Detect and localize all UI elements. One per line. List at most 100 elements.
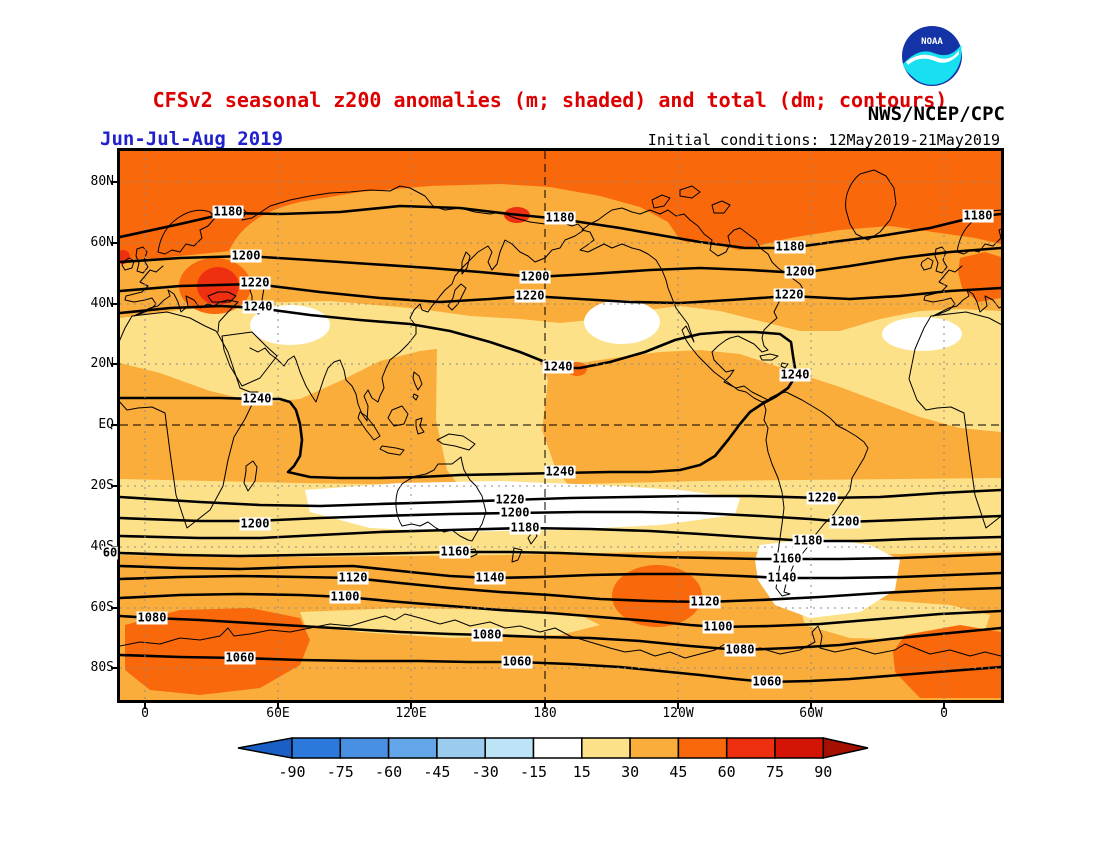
contour-1240-loop [120,304,797,480]
colorbar-tick-label: 15 [573,763,591,781]
contour-label: 1220 [494,492,526,507]
contour-1220-north [120,282,1001,305]
season-label: Jun-Jul-Aug 2019 [100,128,284,150]
coast-java [379,445,405,456]
shade-sw-antarctic-45-60 [125,608,310,695]
coast-sakhalin [461,251,471,275]
contour-label: 1200 [784,264,816,279]
contour-label: 1100 [702,619,734,634]
coast-black-sea [207,291,237,303]
y-axis-label: 20S [90,478,114,493]
contour-label: 1200 [239,516,271,531]
contour-label: 1060 [501,654,533,669]
y-axis-tick [111,424,119,426]
coast-sumatra [357,411,381,441]
x-axis-tick [943,701,945,709]
coast-africa [120,311,259,529]
contour-1180-north [120,204,1001,250]
contour-label: 1060 [751,674,783,689]
colorbar-tick-label: -90 [278,763,305,781]
colorbar-segment [774,737,825,759]
colorbar-segment [484,737,535,759]
contour-label: 1240 [779,367,811,382]
colorbar-segment [291,737,342,759]
contour-label: 1200 [829,514,861,529]
y-axis-label: 20N [90,356,114,371]
contour-label: 1120 [689,594,721,609]
contour-label: 1180 [212,204,244,219]
contour-label: 60 [101,545,119,560]
contour-label: 1160 [771,551,803,566]
contour-1200-south [120,510,1001,524]
colorbar-segment [387,737,438,759]
contour-label: 1080 [724,642,756,657]
y-axis-tick [111,242,119,244]
colorbar-tick-label: 75 [766,763,784,781]
coast-philippines [412,371,423,401]
contour-1120-south [120,574,1001,604]
contour-1200-north [120,246,1001,279]
graticule [120,151,1001,700]
x-axis-label: 120E [395,706,427,721]
coast-sulawesi [415,417,425,435]
initial-conditions-label: Initial conditions: 12May2019-21May2019 [647,131,1000,149]
contour-label: 1180 [509,520,541,535]
colorbar-left-arrow [237,737,293,759]
contour-label: 1200 [519,269,551,284]
y-axis-tick [111,485,119,487]
y-axis-label: 60S [90,600,114,615]
y-axis-label: EQ [98,417,114,432]
y-axis-label: 80N [90,174,114,189]
colorbar-tick-label: 30 [621,763,639,781]
coast-borneo [387,405,409,427]
contour-label: 1240 [544,464,576,479]
contour-label: 1180 [544,210,576,225]
colorbar-segment [677,737,728,759]
x-axis-label: 0 [141,706,149,721]
page-title: CFSv2 seasonal z200 anomalies (m; shaded… [152,88,948,112]
contour-label: 1220 [773,287,805,302]
colorbar-tick-label: -15 [520,763,547,781]
y-axis-tick [111,181,119,183]
y-axis-label: 80S [90,660,114,675]
contour-1220-south [120,488,1001,508]
contour-label: 1140 [766,570,798,585]
y-axis-label: 40N [90,296,114,311]
colorbar-tick-label: 90 [814,763,832,781]
x-axis-label: 60W [799,706,823,721]
contour-label: 1220 [514,288,546,303]
x-axis-tick [277,701,279,709]
coast-antarctica [120,613,1001,659]
colorbar-segment [581,737,631,759]
contour-label: 1120 [337,570,369,585]
contour-label: 1220 [806,490,838,505]
y-axis-tick [111,303,119,305]
world-map [120,151,1001,700]
y-axis-tick [111,363,119,365]
colorbar-segment [339,737,390,759]
agency-label: NWS/NCEP/CPC [867,103,1005,125]
contour-1180-south [120,526,1001,543]
contour-label: 1220 [239,275,271,290]
contour-1160-south [120,550,1001,561]
x-axis-label: 60E [266,706,290,721]
contour-label: 1100 [329,589,361,604]
contour-1080-south [120,614,1001,652]
x-axis-tick [144,701,146,709]
shade-spacific-45-60 [612,565,702,627]
colorbar-tick-label: -45 [423,763,450,781]
coast-scandinavia [157,209,216,255]
colorbar-right-arrow [822,737,869,759]
contour-label: 1080 [471,627,503,642]
coast-madagascar [243,460,258,492]
contour-label: 1240 [241,391,273,406]
contour-label: 1160 [439,544,471,559]
contour-1060-south [120,653,1001,684]
coast-ireland [121,257,135,271]
noaa-logo-text: NOAA [921,37,943,47]
coast-arabia [221,331,278,387]
x-axis-label: 0 [940,706,948,721]
coast-north-america [579,207,804,403]
